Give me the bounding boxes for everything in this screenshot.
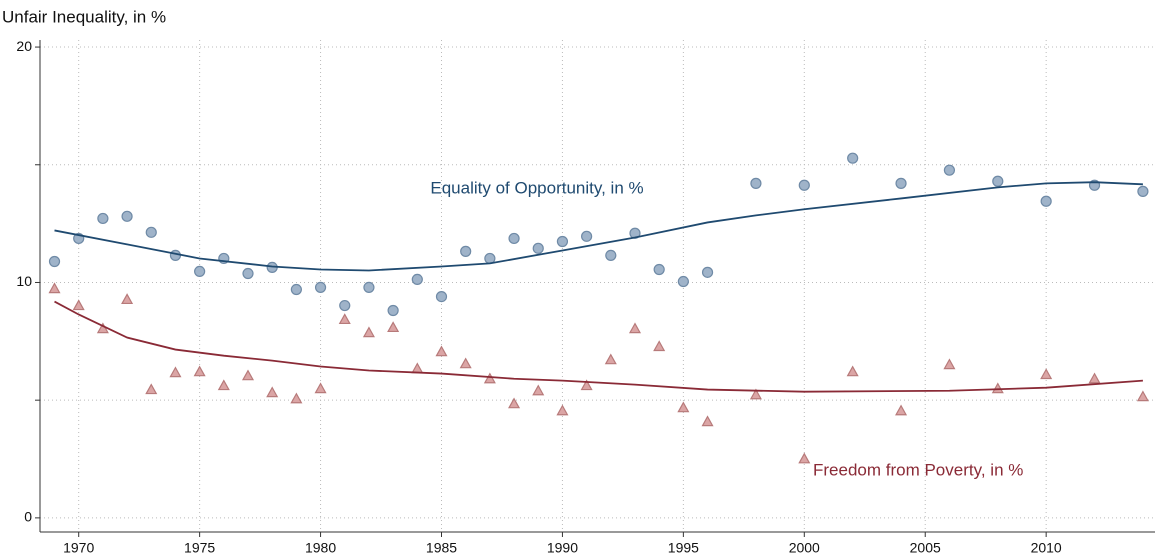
point xyxy=(217,379,230,391)
point xyxy=(532,242,544,254)
x-tick-label: 1970 xyxy=(63,540,94,556)
point xyxy=(1136,390,1149,402)
point xyxy=(362,326,375,338)
point xyxy=(701,415,714,427)
point xyxy=(145,226,157,238)
x-tick-label: 1980 xyxy=(305,540,336,556)
point xyxy=(895,404,908,416)
point xyxy=(363,281,375,294)
point xyxy=(290,283,302,296)
point xyxy=(48,282,61,294)
point xyxy=(604,353,617,365)
point xyxy=(194,265,206,278)
point xyxy=(701,266,714,278)
point xyxy=(508,232,520,245)
fit-line xyxy=(54,300,1143,393)
point xyxy=(193,365,206,377)
x-tick-label: 2005 xyxy=(910,540,941,556)
point xyxy=(847,152,859,164)
point xyxy=(169,249,182,261)
x-tick-label: 2000 xyxy=(789,540,820,556)
point xyxy=(290,392,303,404)
point xyxy=(943,164,956,176)
point xyxy=(460,245,472,257)
x-tick-label: 2010 xyxy=(1031,540,1062,556)
series-label: Freedom from Poverty, in % xyxy=(813,460,1023,479)
x-tick-label: 1985 xyxy=(426,540,457,556)
point xyxy=(556,404,569,416)
point xyxy=(628,322,642,334)
point xyxy=(677,275,689,288)
point xyxy=(483,372,496,384)
point xyxy=(339,299,351,312)
point xyxy=(48,255,61,268)
point xyxy=(1137,185,1149,197)
series-label: Equality of Opportunity, in % xyxy=(430,178,643,197)
y-tick-label: 20 xyxy=(16,38,32,54)
y-axis-label: Unfair Inequality, in % xyxy=(2,7,166,26)
point xyxy=(241,369,255,381)
point xyxy=(749,388,762,400)
point xyxy=(1040,368,1053,380)
point xyxy=(314,281,327,294)
point xyxy=(169,366,182,378)
point xyxy=(266,386,279,398)
point xyxy=(242,267,254,280)
point xyxy=(532,384,545,396)
point xyxy=(798,179,810,191)
point xyxy=(1040,195,1052,207)
point xyxy=(895,177,907,189)
point xyxy=(580,379,593,391)
point xyxy=(314,382,327,394)
point xyxy=(387,321,400,333)
point xyxy=(653,340,666,352)
point xyxy=(338,313,351,325)
point xyxy=(581,230,593,242)
point xyxy=(991,382,1004,394)
x-tick-label: 1995 xyxy=(668,540,699,556)
point xyxy=(411,273,423,286)
x-tick-label: 1990 xyxy=(547,540,578,556)
point xyxy=(508,397,521,409)
point xyxy=(605,249,617,261)
y-tick-label: 0 xyxy=(24,509,32,525)
point xyxy=(435,345,448,357)
point xyxy=(943,358,956,370)
point xyxy=(387,304,399,317)
point xyxy=(72,299,85,311)
x-tick-label: 1975 xyxy=(184,540,215,556)
point xyxy=(798,452,811,464)
point xyxy=(121,293,134,305)
fit-line xyxy=(54,181,1143,272)
point xyxy=(1088,372,1101,384)
point xyxy=(145,383,158,395)
point xyxy=(846,365,859,377)
point xyxy=(411,362,424,374)
point xyxy=(435,290,448,303)
point xyxy=(459,357,472,369)
point xyxy=(992,175,1004,187)
point xyxy=(556,235,569,248)
point xyxy=(121,210,133,222)
point xyxy=(750,177,762,189)
y-tick-label: 10 xyxy=(16,273,32,289)
point xyxy=(653,263,665,276)
point xyxy=(677,401,690,413)
point xyxy=(97,212,109,225)
